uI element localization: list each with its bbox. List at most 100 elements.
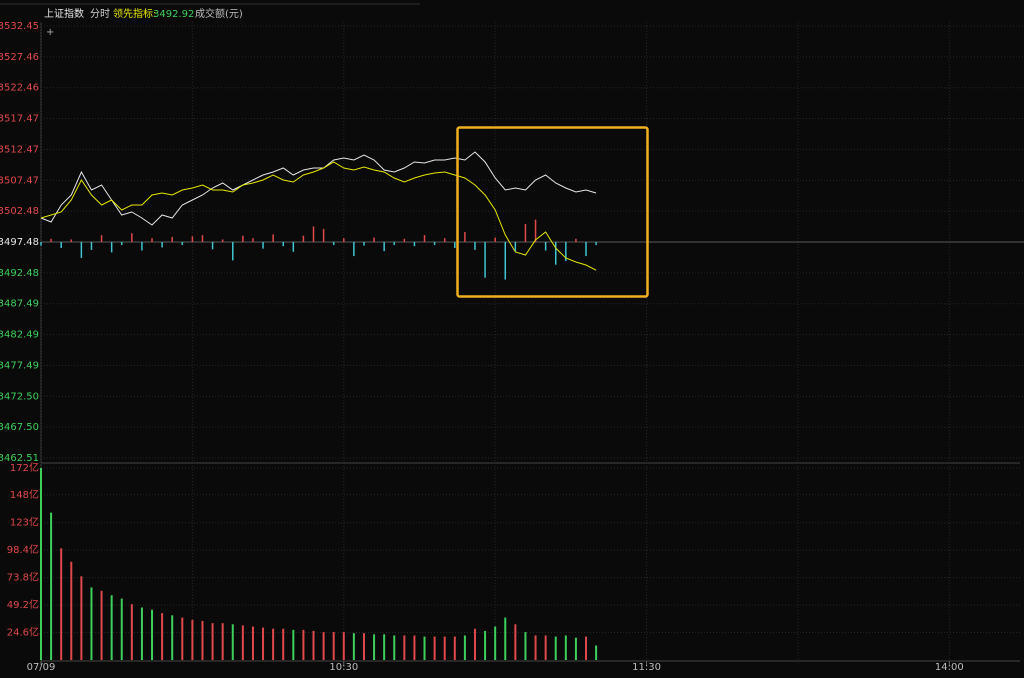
- strength-bar: [494, 237, 496, 242]
- strength-bar: [585, 242, 587, 257]
- volume-bar: [373, 634, 376, 660]
- x-tick-label: 14:00: [935, 662, 964, 673]
- strength-bar: [373, 237, 375, 242]
- y-tick-label: 3502.48: [0, 206, 39, 217]
- strength-bar: [514, 242, 517, 252]
- volume-bar: [201, 620, 204, 660]
- y-tick-label: 3477.49: [0, 360, 39, 371]
- strength-bar: [191, 236, 194, 242]
- price-line: [40, 161, 597, 271]
- strength-bar: [110, 242, 113, 253]
- volume-bar: [342, 632, 345, 660]
- volume-bar: [181, 617, 184, 660]
- volume-tick-label: 98.4亿: [7, 543, 39, 556]
- strength-bar: [171, 236, 173, 242]
- strength-bar: [393, 242, 395, 245]
- volume-bar: [433, 636, 436, 660]
- symbol-title: 上证指数: [44, 7, 84, 20]
- strength-bar: [120, 242, 123, 245]
- volume-bar: [282, 628, 285, 660]
- volume-bar: [332, 632, 335, 660]
- highlight-box: [456, 126, 649, 298]
- strength-bar: [343, 238, 345, 242]
- volume-bar: [453, 636, 456, 660]
- volume-bar: [221, 623, 224, 660]
- volume-bar: [140, 607, 143, 660]
- y-tick-label: 3467.50: [0, 422, 39, 433]
- strength-bar: [151, 238, 153, 242]
- volume-bar: [524, 632, 527, 660]
- volume-bar: [251, 626, 254, 660]
- volume-bar: [312, 630, 315, 660]
- y-tick-label: 3482.49: [0, 330, 39, 341]
- strength-bar: [534, 219, 537, 242]
- volume-bar: [564, 635, 567, 660]
- volume-tick-label: 24.6亿: [7, 626, 39, 639]
- strength-bar: [433, 242, 436, 245]
- volume-bar: [50, 512, 53, 660]
- strength-bar: [322, 228, 325, 242]
- volume-bar: [484, 630, 487, 660]
- volume-bar: [352, 633, 355, 660]
- y-tick-label: 3517.47: [0, 114, 39, 125]
- strength-bar: [353, 242, 355, 257]
- strength-bar: [423, 235, 426, 242]
- volume-bar: [110, 595, 113, 660]
- grid: 07/09 10:30 11:30 14:00 3532.45 3527.46 3522.4…: [0, 21, 1024, 673]
- indicator-value: 3492.92: [153, 9, 194, 20]
- volume-bar: [514, 624, 517, 660]
- volume-bar: [574, 637, 577, 660]
- strength-bar: [443, 238, 446, 242]
- volume-bar: [383, 634, 386, 660]
- y-tick-label: 3462.51: [0, 453, 39, 464]
- volume-bar: [130, 604, 133, 660]
- y-tick-label: 3492.48: [0, 268, 39, 279]
- x-tick-label: 07/09: [27, 662, 56, 673]
- strength-bar: [292, 242, 295, 252]
- strength-bar: [90, 242, 93, 250]
- y-tick-label: 3497.48: [0, 237, 39, 248]
- volume-bar: [494, 626, 497, 660]
- strength-bar: [252, 238, 254, 242]
- y-tick-label: 3507.47: [0, 175, 39, 186]
- strength-bar: [565, 242, 567, 262]
- volume-bar: [302, 629, 305, 660]
- volume-bar: [544, 635, 547, 660]
- strength-bar: [40, 242, 42, 246]
- strength-bar: [464, 231, 466, 242]
- volume-bar: [191, 619, 194, 660]
- volume-bar: [322, 632, 325, 660]
- volume-bar: [40, 468, 42, 660]
- price-line: [40, 151, 597, 226]
- volume-bar: [595, 645, 598, 660]
- strength-bar: [50, 238, 52, 242]
- volume-bar: [241, 625, 244, 660]
- volume-bar: [100, 590, 103, 660]
- volume-bar: [171, 615, 174, 660]
- strength-bar: [272, 234, 274, 242]
- volume-bar: [292, 629, 295, 660]
- strength-bar: [454, 242, 456, 249]
- y-tick-label: 3522.46: [0, 83, 39, 94]
- crosshair-icon: +: [46, 27, 54, 38]
- mode-label: 分时: [90, 8, 110, 20]
- volume-bar: [393, 635, 396, 660]
- y-tick-label: 3527.46: [0, 52, 39, 63]
- volume-label: 成交额(元): [195, 7, 243, 20]
- volume-bar: [534, 635, 537, 660]
- strength-bar: [232, 242, 234, 261]
- marks: [40, 151, 598, 660]
- volume-bar: [413, 635, 416, 660]
- volume-bar: [403, 635, 406, 660]
- strength-bar: [484, 242, 486, 278]
- y-tick-label: 3512.47: [0, 144, 39, 155]
- volume-bar: [423, 636, 426, 660]
- strength-bar: [201, 235, 204, 242]
- y-tick-label: 3532.45: [0, 21, 39, 32]
- strength-bar: [595, 242, 597, 245]
- volume-bar: [272, 628, 275, 660]
- x-tick-label: 10:30: [329, 662, 358, 673]
